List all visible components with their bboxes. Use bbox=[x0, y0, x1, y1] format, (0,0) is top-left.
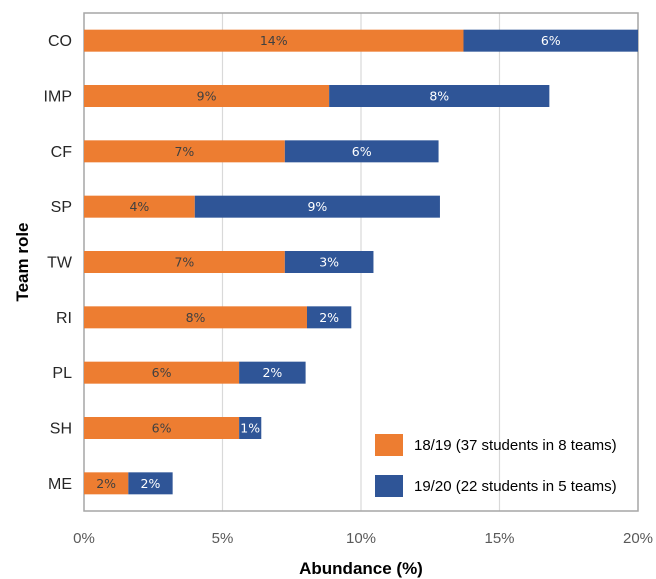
x-tick-label: 15% bbox=[484, 530, 514, 547]
data-label: 9% bbox=[307, 199, 327, 214]
x-tick-label: 0% bbox=[73, 530, 95, 547]
bar-segment-1 bbox=[84, 361, 240, 384]
data-label: 6% bbox=[152, 365, 172, 380]
y-category-label: ME bbox=[48, 476, 72, 493]
data-label: 8% bbox=[429, 89, 449, 104]
y-category-label: PL bbox=[52, 365, 72, 382]
y-axis-categories: CO IMP CF SP TW RI PL SH ME bbox=[44, 33, 73, 493]
bar-segment-2 bbox=[463, 29, 638, 52]
data-label: 6% bbox=[541, 33, 561, 48]
bar-segment-1 bbox=[84, 85, 330, 107]
bar-segment-1 bbox=[84, 251, 285, 273]
x-tick-label: 20% bbox=[623, 530, 653, 547]
data-label: 4% bbox=[129, 199, 149, 214]
bar-segment-2 bbox=[239, 417, 262, 439]
data-label: 2% bbox=[141, 476, 161, 491]
bar-segment-2 bbox=[239, 361, 306, 384]
y-axis-title: Team role bbox=[13, 222, 32, 301]
bar-segment-2 bbox=[284, 140, 439, 163]
data-label: 8% bbox=[186, 310, 206, 325]
bar-segment-2 bbox=[329, 85, 550, 107]
bar-segment-1 bbox=[84, 417, 240, 439]
data-label: 6% bbox=[352, 144, 372, 159]
x-tick-label: 10% bbox=[346, 530, 376, 547]
bar-segment-1 bbox=[84, 306, 307, 329]
y-category-label: RI bbox=[56, 310, 72, 327]
data-label: 2% bbox=[319, 310, 339, 325]
legend-label-2: 19/20 (22 students in 5 teams) bbox=[414, 478, 617, 495]
y-category-label: SH bbox=[50, 421, 72, 438]
data-label: 1% bbox=[240, 421, 260, 436]
legend-label-1: 18/19 (37 students in 8 teams) bbox=[414, 437, 617, 454]
y-category-label: SP bbox=[51, 199, 72, 216]
bar-segment-1 bbox=[84, 472, 129, 495]
bars: 14% 6% 9% 8% 7% 6% 4% 9% 7% 3% 8% 2% 6% 2% 6% 1% 2% 2% bbox=[84, 29, 638, 495]
bar-segment-1 bbox=[84, 195, 195, 218]
data-label: 9% bbox=[197, 89, 217, 104]
y-category-label: CO bbox=[48, 33, 72, 50]
y-category-label: IMP bbox=[44, 89, 72, 106]
x-axis-title: Abundance (%) bbox=[299, 559, 423, 578]
data-label: 6% bbox=[152, 421, 172, 436]
y-category-label: TW bbox=[47, 255, 73, 272]
data-label: 2% bbox=[262, 365, 282, 380]
bar-segment-2 bbox=[284, 251, 374, 273]
data-label: 2% bbox=[96, 476, 116, 491]
y-category-label: CF bbox=[51, 144, 73, 161]
data-label: 3% bbox=[319, 255, 339, 270]
bar-segment-2 bbox=[306, 306, 352, 329]
data-label: 7% bbox=[174, 255, 194, 270]
bar-segment-1 bbox=[84, 140, 285, 163]
bar-segment-2 bbox=[128, 472, 173, 495]
data-label: 14% bbox=[260, 33, 288, 48]
x-axis-ticks: 0% 5% 10% 15% 20% bbox=[73, 530, 653, 547]
bar-segment-1 bbox=[84, 29, 464, 52]
x-tick-label: 5% bbox=[212, 530, 234, 547]
legend-swatch-2 bbox=[375, 475, 403, 497]
data-label: 7% bbox=[174, 144, 194, 159]
bar-segment-2 bbox=[194, 195, 440, 218]
legend: 18/19 (37 students in 8 teams) 19/20 (22 … bbox=[375, 434, 617, 497]
legend-swatch-1 bbox=[375, 434, 403, 456]
